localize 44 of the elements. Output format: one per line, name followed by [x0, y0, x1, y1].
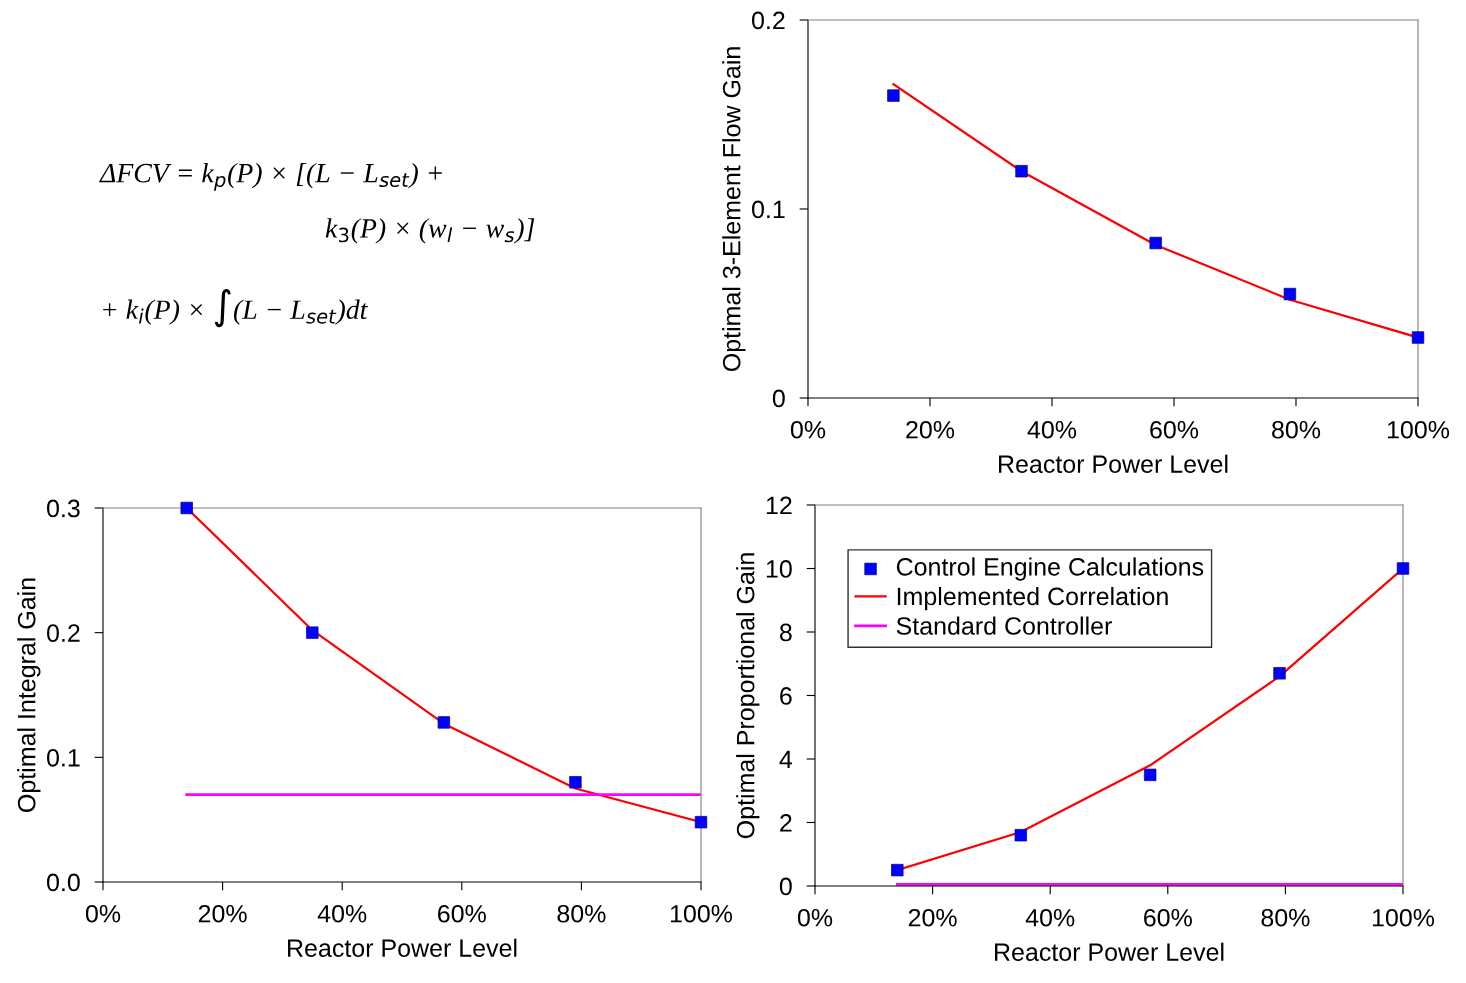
x-tick-label: 40% — [317, 904, 367, 923]
x-tick-label: 20% — [198, 904, 247, 923]
x-tick-label: 20% — [908, 908, 957, 927]
text: k$_{3}$(P) × (w$_{l}$ − w$_{s}$)] — [325, 218, 535, 244]
y-tick-label: 6 — [780, 687, 792, 705]
x-tick-label: 60% — [438, 904, 486, 923]
y-axis-title: Optimal Proportional Gain — [736, 553, 760, 839]
y-tick-label: 0 — [779, 877, 792, 896]
legend-label: Control Engine Calculations — [896, 557, 1204, 581]
y-tick-label: 0.2 — [752, 11, 785, 30]
x-tick-label: 100% — [1372, 908, 1435, 927]
x-axis-title: Reactor Power Level — [288, 938, 517, 957]
y-tick-label: 0.1 — [752, 200, 785, 219]
x-tick-label: 80% — [557, 904, 606, 923]
y-tick-label: 2 — [780, 814, 792, 832]
x-tick-label: 0% — [790, 420, 826, 439]
y-tick-label: 0.0 — [47, 873, 80, 892]
x-tick-label: 100% — [670, 904, 733, 923]
x-tick-label: 20% — [906, 420, 955, 439]
x-tick-label: 60% — [1144, 908, 1192, 927]
text: + k$_{i}$(P) × ∫(L − L$_{set}$)dt — [103, 289, 368, 328]
y-tick-label: 12 — [766, 496, 792, 515]
y-tick-label: 10 — [766, 560, 792, 578]
y-tick-label: 0.3 — [47, 499, 80, 518]
x-tick-label: 80% — [1261, 908, 1310, 927]
y-tick-label: 0 — [772, 389, 785, 408]
x-tick-label: 40% — [1025, 908, 1075, 927]
x-tick-label: 100% — [1387, 420, 1450, 439]
legend-label: Standard Controller — [896, 616, 1112, 635]
y-axis-title: Optimal Integral Gain — [17, 578, 41, 812]
y-tick-label: 0.2 — [47, 624, 80, 642]
x-tick-label: 60% — [1150, 420, 1199, 439]
x-axis-title: Reactor Power Level — [995, 942, 1224, 961]
y-tick-label: 8 — [779, 623, 792, 642]
y-axis-title: Optimal 3-Element Flow Gain — [722, 47, 746, 372]
y-tick-label: 0.1 — [47, 748, 80, 767]
text: ΔFCV = k$_{p}$(P) × [(L − L$_{set}$) + — [99, 162, 442, 191]
x-tick-label: 40% — [1027, 420, 1077, 439]
x-tick-label: 0% — [797, 908, 833, 927]
x-axis-title: Reactor Power Level — [999, 454, 1228, 473]
y-tick-label: 4 — [779, 750, 793, 769]
legend-label: Implemented Correlation — [897, 586, 1168, 611]
x-tick-label: 0% — [85, 904, 121, 923]
x-tick-label: 80% — [1272, 420, 1321, 439]
